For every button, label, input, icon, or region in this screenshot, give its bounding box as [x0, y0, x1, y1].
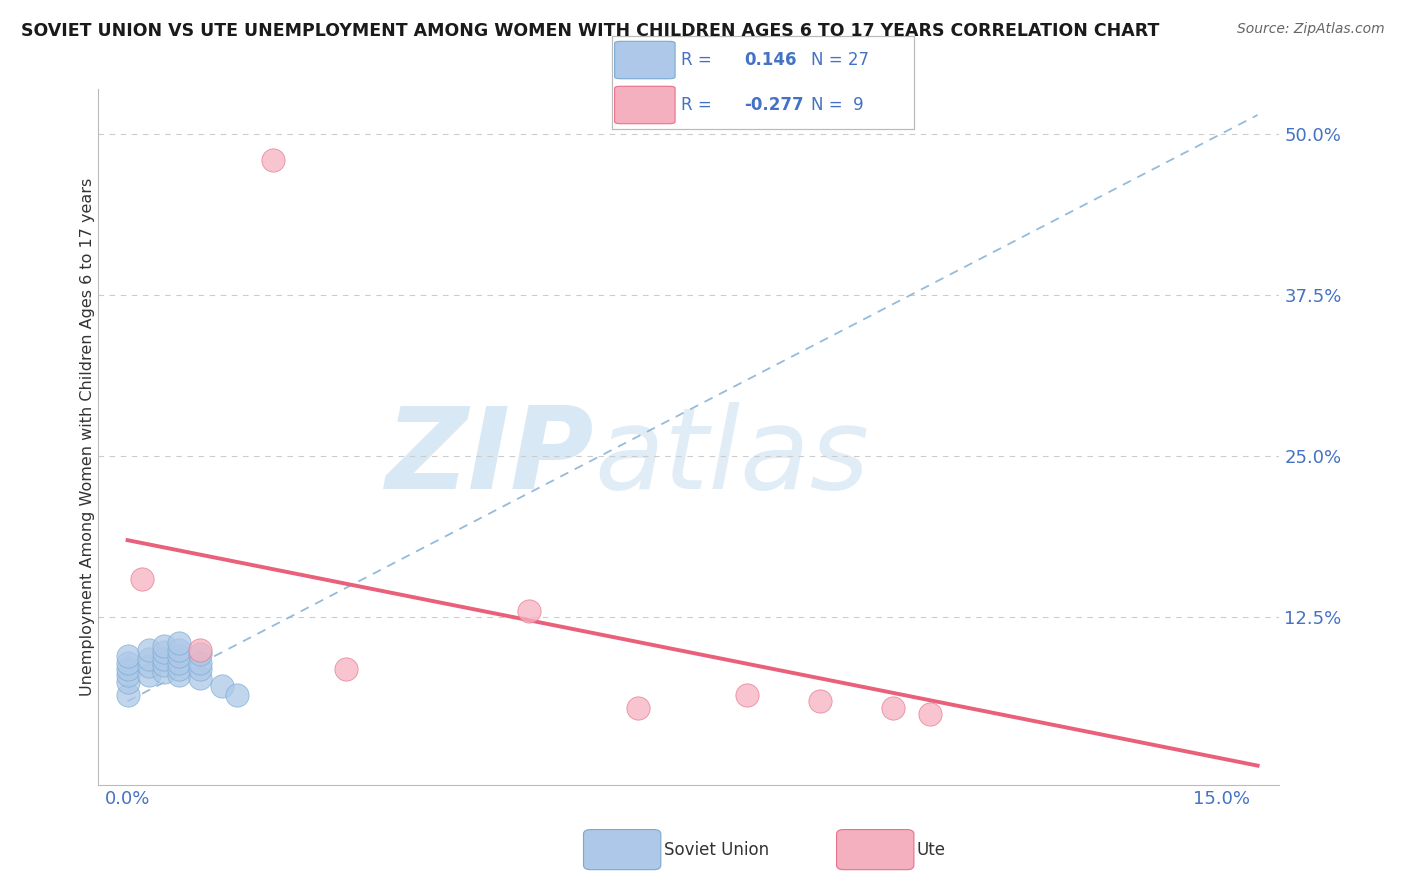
Point	[117, 656, 139, 670]
Point	[882, 700, 904, 714]
Point	[190, 642, 212, 657]
Text: N =  9: N = 9	[811, 96, 863, 114]
Point	[627, 700, 650, 714]
Point	[167, 642, 190, 657]
Point	[226, 688, 249, 702]
Point	[190, 647, 212, 661]
Point	[117, 662, 139, 676]
Point	[131, 572, 153, 586]
Point	[808, 694, 831, 708]
Point	[117, 688, 139, 702]
Text: ZIP: ZIP	[387, 402, 595, 514]
Point	[153, 665, 176, 679]
Text: 0.146: 0.146	[745, 51, 797, 69]
Point	[167, 649, 190, 664]
Text: -0.277: -0.277	[745, 96, 804, 114]
Point	[138, 668, 160, 682]
Point	[190, 662, 212, 676]
Point	[153, 645, 176, 659]
Text: Ute: Ute	[917, 841, 946, 859]
Point	[190, 656, 212, 670]
Text: R =: R =	[681, 96, 711, 114]
Point	[117, 674, 139, 689]
Text: Soviet Union: Soviet Union	[664, 841, 769, 859]
Point	[117, 649, 139, 664]
Point	[167, 656, 190, 670]
Point	[335, 662, 357, 676]
Point	[138, 659, 160, 673]
Text: R =: R =	[681, 51, 711, 69]
Point	[262, 153, 284, 167]
Text: N = 27: N = 27	[811, 51, 869, 69]
Point	[153, 639, 176, 653]
FancyBboxPatch shape	[614, 87, 675, 124]
Point	[153, 658, 176, 673]
Point	[735, 688, 758, 702]
Point	[153, 651, 176, 665]
Point	[190, 671, 212, 685]
Point	[211, 679, 233, 693]
Point	[167, 668, 190, 682]
Point	[517, 604, 540, 618]
Text: SOVIET UNION VS UTE UNEMPLOYMENT AMONG WOMEN WITH CHILDREN AGES 6 TO 17 YEARS CO: SOVIET UNION VS UTE UNEMPLOYMENT AMONG W…	[21, 22, 1160, 40]
FancyBboxPatch shape	[614, 41, 675, 78]
Y-axis label: Unemployment Among Women with Children Ages 6 to 17 years: Unemployment Among Women with Children A…	[80, 178, 94, 696]
Point	[117, 668, 139, 682]
Point	[138, 651, 160, 665]
Text: atlas: atlas	[595, 402, 869, 514]
Text: Source: ZipAtlas.com: Source: ZipAtlas.com	[1237, 22, 1385, 37]
Point	[918, 707, 941, 722]
Point	[138, 642, 160, 657]
Point	[167, 662, 190, 676]
Point	[167, 636, 190, 650]
